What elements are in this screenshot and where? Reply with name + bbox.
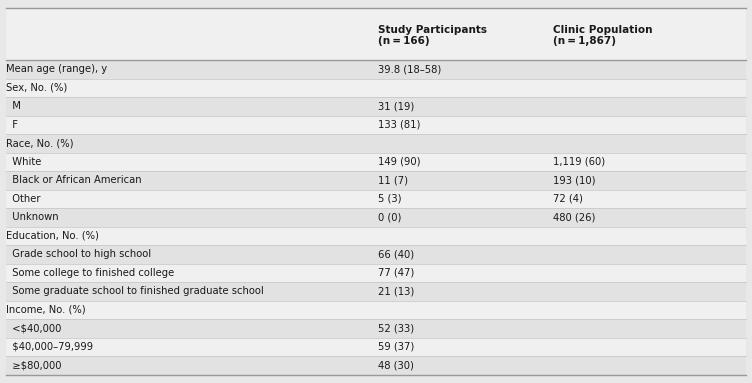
Text: Education, No. (%): Education, No. (%): [6, 231, 99, 241]
Text: Income, No. (%): Income, No. (%): [6, 305, 86, 315]
Text: Mean age (range), y: Mean age (range), y: [6, 64, 107, 74]
Text: Sex, No. (%): Sex, No. (%): [6, 83, 67, 93]
Text: 480 (26): 480 (26): [553, 212, 595, 222]
Text: 11 (7): 11 (7): [378, 175, 408, 185]
Text: Other: Other: [6, 194, 41, 204]
Bar: [6, 208, 746, 226]
Text: 133 (81): 133 (81): [378, 120, 420, 130]
Bar: [6, 60, 746, 79]
Text: 5 (3): 5 (3): [378, 194, 401, 204]
Text: Unknown: Unknown: [6, 212, 59, 222]
Text: 149 (90): 149 (90): [378, 157, 420, 167]
Text: 72 (4): 72 (4): [553, 194, 583, 204]
Text: Study Participants: Study Participants: [378, 25, 487, 35]
Text: F: F: [6, 120, 18, 130]
Text: 21 (13): 21 (13): [378, 286, 414, 296]
Text: 77 (47): 77 (47): [378, 268, 414, 278]
Text: 193 (10): 193 (10): [553, 175, 596, 185]
Bar: [6, 97, 746, 116]
Text: 59 (37): 59 (37): [378, 342, 414, 352]
Text: 1,119 (60): 1,119 (60): [553, 157, 605, 167]
Bar: [6, 134, 746, 152]
Text: $40,000–79,999: $40,000–79,999: [6, 342, 93, 352]
Text: 48 (30): 48 (30): [378, 360, 414, 370]
Text: 39.8 (18–58): 39.8 (18–58): [378, 64, 441, 74]
Text: (n = 1,867): (n = 1,867): [553, 36, 616, 46]
Text: (n = 166): (n = 166): [378, 36, 429, 46]
Bar: [6, 245, 746, 264]
Text: Clinic Population: Clinic Population: [553, 25, 652, 35]
Text: White: White: [6, 157, 41, 167]
Bar: [6, 356, 746, 375]
Bar: [6, 171, 746, 190]
Text: ≥$80,000: ≥$80,000: [6, 360, 62, 370]
Text: 52 (33): 52 (33): [378, 323, 414, 333]
Text: Some college to finished college: Some college to finished college: [6, 268, 174, 278]
Text: 31 (19): 31 (19): [378, 101, 414, 111]
Text: Some graduate school to finished graduate school: Some graduate school to finished graduat…: [6, 286, 264, 296]
Bar: [6, 282, 746, 301]
Text: <$40,000: <$40,000: [6, 323, 62, 333]
Text: 66 (40): 66 (40): [378, 249, 414, 259]
Text: 0 (0): 0 (0): [378, 212, 401, 222]
Bar: [6, 319, 746, 337]
Text: Race, No. (%): Race, No. (%): [6, 138, 74, 148]
Text: M: M: [6, 101, 21, 111]
Text: Black or African American: Black or African American: [6, 175, 141, 185]
Text: Grade school to high school: Grade school to high school: [6, 249, 151, 259]
